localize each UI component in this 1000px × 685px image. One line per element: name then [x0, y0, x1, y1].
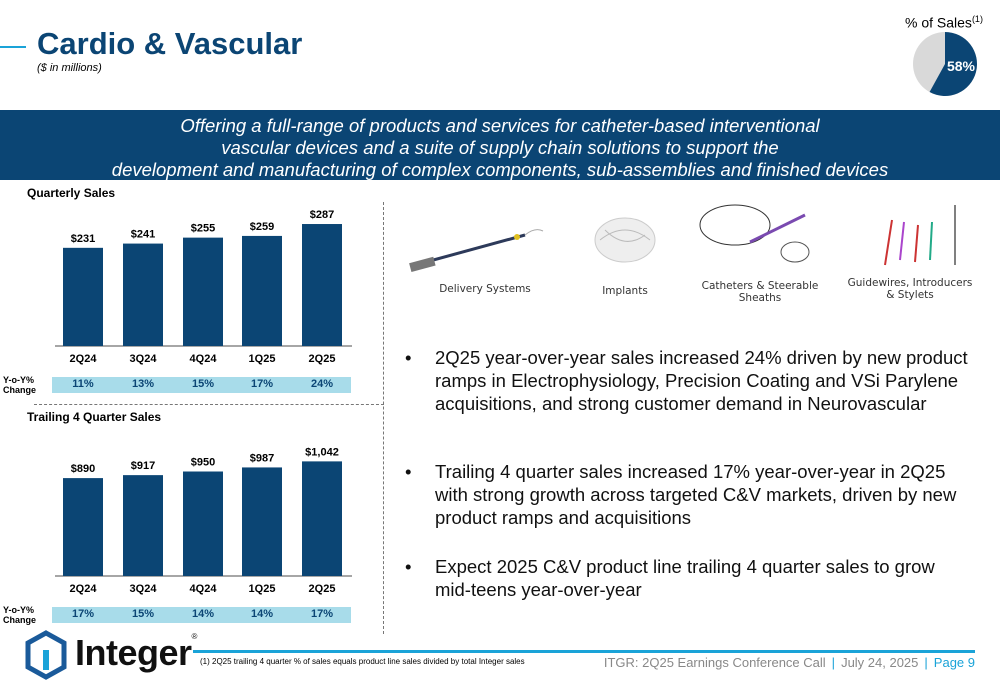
data-label: $241: [131, 229, 155, 241]
category-label: 4Q24: [190, 583, 218, 595]
bullet-item: • Expect 2025 C&V product line trailing 4…: [405, 556, 935, 600]
sales-share-pie: 58%: [913, 32, 977, 96]
product-caption: Guidewires, Introducers & Stylets: [847, 277, 973, 301]
yoy-band-quarterly: 11% 13% 15% 17% 24%: [52, 377, 351, 393]
page-subtitle: ($ in millions): [37, 62, 102, 74]
category-label: 2Q25: [309, 353, 336, 365]
yoy-value: 17%: [71, 608, 95, 620]
chart-title-trailing: Trailing 4 Quarter Sales: [27, 410, 162, 424]
bar-4Q24: [183, 471, 223, 576]
category-label: 4Q24: [190, 353, 218, 365]
page-number: Page 9: [933, 655, 975, 670]
bar-2Q25: [302, 461, 342, 576]
bar-1Q25: [242, 467, 282, 576]
footer-info: ITGR: 2Q25 Earnings Conference Call | July…: [603, 655, 975, 670]
implant-image: [594, 217, 656, 263]
footnote: (1) 2Q25 trailing 4 quarter % of sales e…: [200, 657, 525, 666]
pie-label-text: % of Sales: [905, 14, 972, 31]
bar-1Q25: [242, 235, 282, 346]
data-label: $917: [131, 460, 155, 472]
delivery-system-image: [409, 229, 544, 272]
pie-label: % of Sales(1): [905, 14, 983, 31]
trailing-sales-chart: $890 2Q24 $917 3Q24 $950 4Q24 $987 1Q25 $1,042 2Q…: [55, 446, 352, 595]
product-caption: Delivery Systems: [439, 283, 531, 295]
yoy-value: 17%: [250, 378, 274, 390]
product-caption: Catheters & Steerable Sheaths: [701, 280, 819, 304]
data-label: $1,042: [305, 446, 339, 458]
footer-event: ITGR: 2Q25 Earnings Conference Call: [603, 655, 826, 670]
category-label: 1Q25: [249, 353, 276, 365]
category-label: 3Q24: [130, 583, 158, 595]
footer-date: July 24, 2025: [841, 655, 919, 670]
bar-3Q24: [123, 475, 163, 576]
pie-slice-cardio: [929, 32, 977, 96]
banner-line: development and manufacturing of complex…: [111, 159, 889, 180]
yoy-label: Y-o-Y% Change: [3, 605, 37, 625]
yoy-value: 14%: [250, 608, 274, 620]
yoy-value: 13%: [131, 378, 155, 390]
pie-footnote-ref: (1): [971, 14, 983, 24]
category-label: 3Q24: [130, 353, 158, 365]
column-divider: [383, 202, 384, 634]
integer-logo-text: Integer®: [75, 632, 197, 673]
yoy-value: 15%: [191, 378, 215, 390]
bar-2Q25: [302, 224, 342, 346]
bar-2Q24: [63, 247, 103, 346]
yoy-value: 11%: [72, 378, 94, 390]
banner-line: vascular devices and a suite of supply c…: [221, 137, 779, 158]
category-label: 2Q24: [70, 353, 98, 365]
integer-logo-icon: [25, 630, 67, 680]
bar-2Q24: [63, 478, 103, 576]
category-label: 2Q24: [70, 583, 98, 595]
data-label: $890: [71, 463, 95, 475]
data-label: $987: [250, 452, 274, 464]
section-divider: [34, 404, 384, 405]
yoy-band-trailing: 17% 15% 14% 14% 17%: [52, 607, 351, 623]
data-label: $231: [71, 233, 95, 245]
category-label: 2Q25: [309, 583, 336, 595]
yoy-value: 15%: [131, 608, 155, 620]
bullet-item: • 2Q25 year-over-year sales increased 24%…: [405, 347, 968, 414]
yoy-value: 17%: [310, 608, 334, 620]
title-accent-bar: [0, 46, 26, 48]
data-label: $950: [191, 457, 215, 469]
category-label: 1Q25: [249, 583, 276, 595]
footer-line: [193, 650, 975, 653]
bar-3Q24: [123, 243, 163, 346]
yoy-value: 14%: [191, 608, 215, 620]
chart-title-quarterly: Quarterly Sales: [27, 186, 116, 200]
bar-4Q24: [183, 237, 223, 346]
description-banner: Offering a full-range of products and se…: [0, 110, 1000, 180]
quarterly-sales-chart: $231 2Q24 $241 3Q24 $255 4Q24 $259 1Q25 $287 2Q25: [55, 209, 352, 365]
bullet-item: • Trailing 4 quarter sales increased 17% …: [405, 461, 957, 528]
yoy-value: 24%: [310, 378, 334, 390]
banner-line: Offering a full-range of products and se…: [180, 115, 820, 136]
yoy-label: Y-o-Y% Change: [3, 375, 37, 395]
product-caption: Implants: [602, 285, 648, 297]
catheter-image: [699, 204, 810, 263]
data-label: $255: [191, 223, 215, 235]
data-label: $259: [250, 221, 274, 233]
data-label: $287: [310, 209, 334, 221]
page-title: Cardio & Vascular: [37, 26, 303, 61]
pie-value-label: 58%: [947, 58, 976, 74]
guidewire-image: [884, 205, 956, 266]
